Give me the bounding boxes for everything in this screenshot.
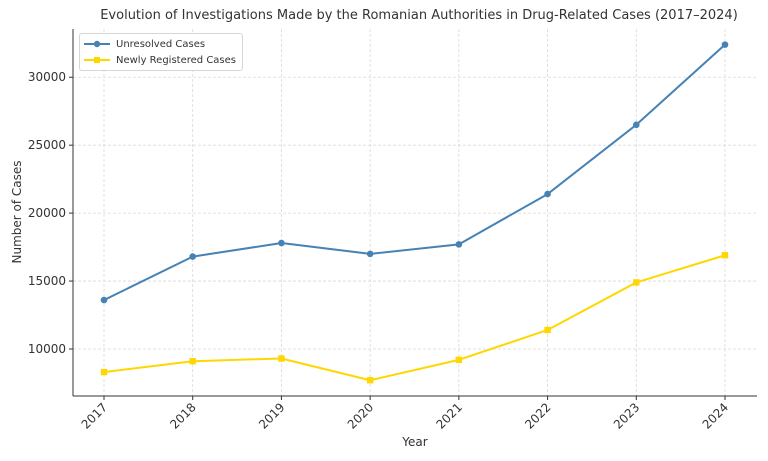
data-point xyxy=(721,252,729,259)
x-tick-label: 2017 xyxy=(79,400,110,431)
y-tick-label: 25000 xyxy=(28,138,66,152)
y-tick-label: 30000 xyxy=(28,70,66,84)
square-marker-icon xyxy=(84,57,110,63)
data-point xyxy=(721,41,729,48)
legend: Unresolved Cases Newly Registered Cases xyxy=(79,33,243,71)
data-point xyxy=(544,190,551,198)
y-tick-label: 15000 xyxy=(28,274,66,288)
data-point xyxy=(100,368,108,376)
circle-marker-icon xyxy=(84,40,110,48)
series-line xyxy=(103,254,726,382)
x-tick-label: 2019 xyxy=(256,400,287,431)
y-tick-label: 20000 xyxy=(28,206,66,220)
chart-title: Evolution of Investigations Made by the … xyxy=(100,8,738,23)
legend-label: Newly Registered Cases xyxy=(116,54,236,66)
data-point xyxy=(633,279,640,286)
data-point xyxy=(278,355,285,362)
x-tick-label: 2024 xyxy=(700,400,731,431)
legend-item-unresolved: Unresolved Cases xyxy=(84,36,236,52)
data-point xyxy=(544,326,551,334)
x-tick-label: 2023 xyxy=(611,400,642,431)
data-point xyxy=(632,121,640,129)
x-tick-label: 2020 xyxy=(345,400,376,431)
x-axis-label: Year xyxy=(402,435,428,449)
x-tick-label: 2021 xyxy=(433,400,464,431)
axes: 10000 15000 20000 25000 30000 2017 2018 2019 202… xyxy=(28,29,757,432)
gridlines xyxy=(73,29,757,396)
series-line xyxy=(103,43,726,301)
legend-item-newly-registered: Newly Registered Cases xyxy=(84,52,236,68)
data-point xyxy=(189,358,196,365)
data-point xyxy=(100,296,108,304)
data-point xyxy=(189,253,197,260)
y-axis-label: Number of Cases xyxy=(10,160,24,264)
data-point xyxy=(366,377,374,384)
data-point xyxy=(455,356,463,364)
legend-label: Unresolved Cases xyxy=(116,38,206,50)
data-point xyxy=(366,250,374,258)
data-point xyxy=(455,241,463,248)
y-tick-label: 10000 xyxy=(28,342,66,356)
data-point xyxy=(278,239,285,247)
x-tick-label: 2018 xyxy=(167,400,198,431)
series-lines xyxy=(100,41,729,384)
x-tick-label: 2022 xyxy=(522,400,553,431)
